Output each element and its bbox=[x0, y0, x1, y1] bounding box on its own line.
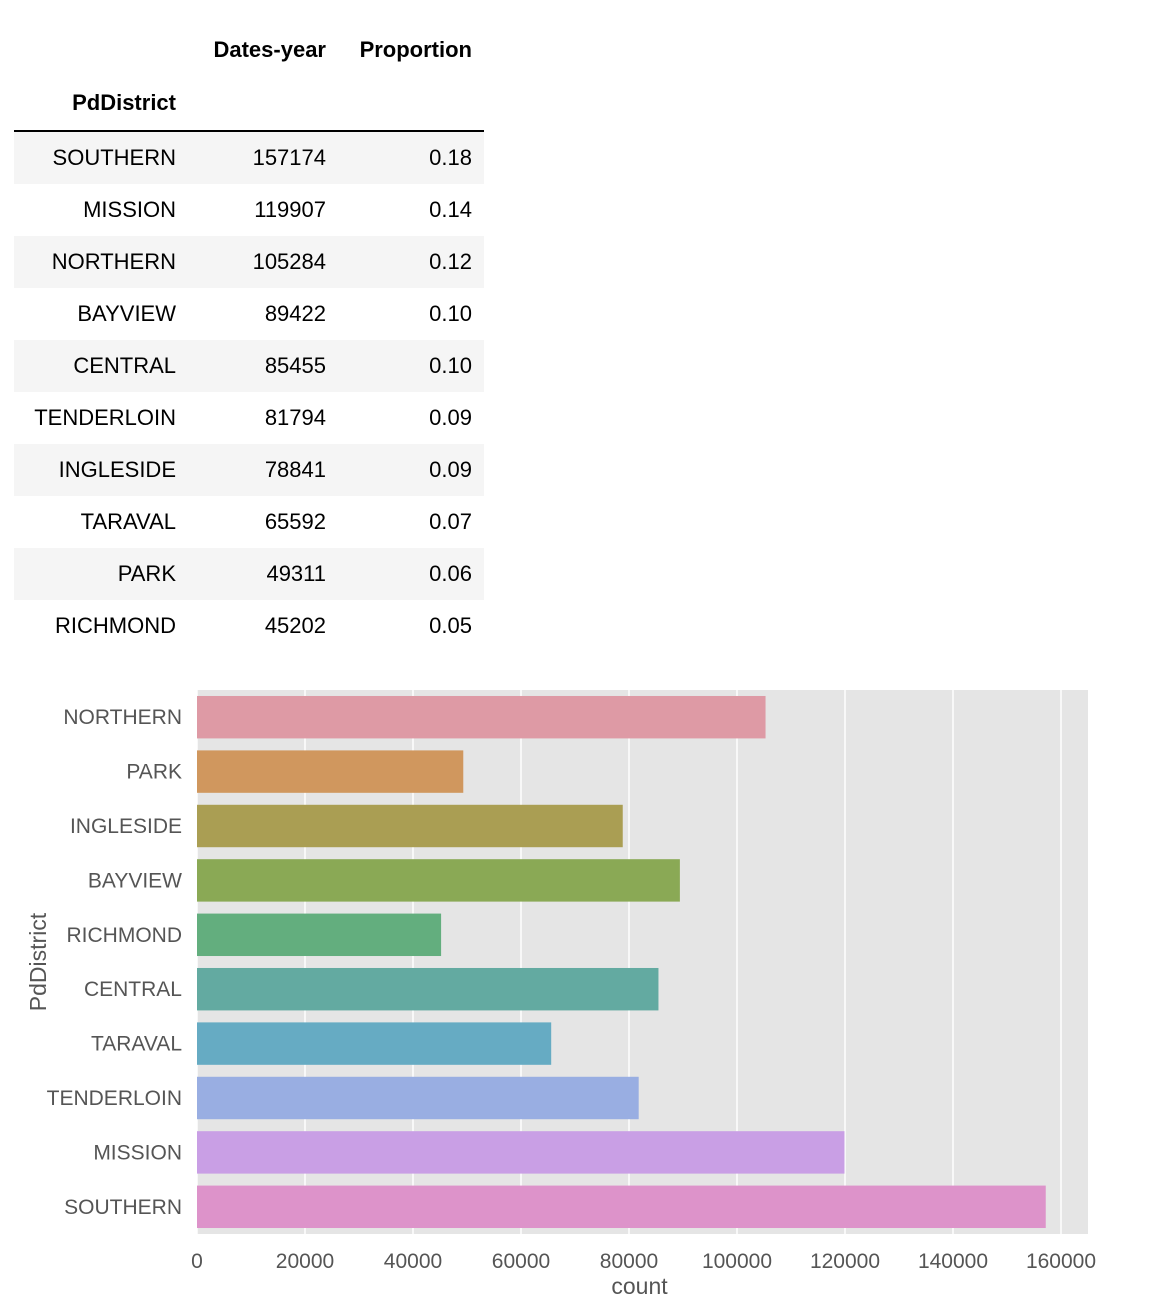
column-header-row: Dates-year Proportion bbox=[14, 24, 484, 76]
table-row: MISSION 119907 0.14 bbox=[14, 184, 484, 236]
district-table: Dates-year Proportion PdDistrict SOUTHER… bbox=[14, 24, 484, 652]
row-count-cell: 65592 bbox=[264, 509, 326, 534]
y-tick-label: INGLESIDE bbox=[70, 815, 182, 838]
bar-mission bbox=[197, 1131, 845, 1174]
x-tick-label: 120000 bbox=[810, 1250, 880, 1273]
blank-header-cell bbox=[338, 76, 484, 132]
table-row: TENDERLOIN 81794 0.09 bbox=[14, 392, 484, 444]
blank-header-cell bbox=[188, 76, 338, 132]
column-header-proportion: Proportion bbox=[359, 37, 472, 62]
column-header-dates-year: Dates-year bbox=[213, 37, 326, 62]
x-tick-label: 0 bbox=[191, 1250, 203, 1273]
row-proportion-cell: 0.14 bbox=[429, 197, 472, 222]
x-tick-label: 20000 bbox=[276, 1250, 334, 1273]
table-row: INGLESIDE 78841 0.09 bbox=[14, 444, 484, 496]
bar-bayview bbox=[197, 859, 680, 902]
row-proportion-cell: 0.18 bbox=[429, 145, 472, 170]
bar-tenderloin bbox=[197, 1076, 639, 1120]
table-row: BAYVIEW 89422 0.10 bbox=[14, 288, 484, 340]
bar-ingleside bbox=[197, 804, 623, 848]
table-row: NORTHERN 105284 0.12 bbox=[14, 236, 484, 288]
y-tick-label: MISSION bbox=[93, 1141, 182, 1164]
x-tick-label: 80000 bbox=[600, 1250, 658, 1273]
row-count-cell: 119907 bbox=[254, 197, 326, 222]
blank-header-cell bbox=[14, 24, 188, 76]
x-tick-label: 160000 bbox=[1026, 1250, 1096, 1273]
row-proportion-cell: 0.07 bbox=[429, 509, 472, 534]
row-count-cell: 157174 bbox=[252, 145, 326, 170]
row-count-cell: 105284 bbox=[252, 249, 326, 274]
x-axis-title: count bbox=[611, 1273, 668, 1299]
y-axis-title: PdDistrict bbox=[25, 912, 51, 1011]
row-district-cell: RICHMOND bbox=[55, 613, 176, 638]
y-tick-label: BAYVIEW bbox=[88, 869, 182, 892]
y-tick-label: TARAVAL bbox=[91, 1033, 182, 1056]
table-row: PARK 49311 0.06 bbox=[14, 548, 484, 600]
row-count-cell: 81794 bbox=[264, 405, 326, 430]
row-count-cell: 49311 bbox=[266, 561, 326, 586]
bar-central bbox=[197, 967, 659, 1011]
index-header-pddistrict: PdDistrict bbox=[14, 76, 188, 132]
y-tick-label: CENTRAL bbox=[84, 978, 182, 1001]
bar-park bbox=[197, 750, 464, 793]
y-tick-label: PARK bbox=[126, 761, 182, 784]
row-district-cell: TENDERLOIN bbox=[34, 405, 176, 430]
row-proportion-cell: 0.09 bbox=[429, 405, 472, 430]
row-count-cell: 89422 bbox=[264, 301, 326, 326]
row-proportion-cell: 0.06 bbox=[429, 561, 472, 586]
table-row: SOUTHERN 157174 0.18 bbox=[14, 131, 484, 184]
row-district-cell: INGLESIDE bbox=[58, 457, 176, 482]
row-proportion-cell: 0.10 bbox=[429, 353, 472, 378]
row-count-cell: 85455 bbox=[264, 353, 326, 378]
y-tick-label: TENDERLOIN bbox=[47, 1087, 182, 1110]
bar-chart: 0 20000 40000 60000 80000 100000 120000 140000 1… bbox=[25, 690, 1096, 1299]
table-row: RICHMOND 45202 0.05 bbox=[14, 600, 484, 652]
row-district-cell: SOUTHERN bbox=[52, 145, 176, 170]
row-district-cell: CENTRAL bbox=[73, 353, 176, 378]
table-row: TARAVAL 65592 0.07 bbox=[14, 496, 484, 548]
y-tick-label: SOUTHERN bbox=[64, 1196, 182, 1219]
bar-southern bbox=[197, 1185, 1046, 1229]
x-tick-label: 100000 bbox=[702, 1250, 772, 1273]
row-count-cell: 78841 bbox=[264, 457, 326, 482]
table-row: CENTRAL 85455 0.10 bbox=[14, 340, 484, 392]
x-tick-label: 40000 bbox=[384, 1250, 442, 1273]
row-count-cell: 45202 bbox=[264, 613, 326, 638]
row-district-cell: PARK bbox=[117, 561, 176, 586]
row-proportion-cell: 0.05 bbox=[429, 613, 472, 638]
index-header-row: PdDistrict bbox=[14, 76, 484, 132]
row-district-cell: TARAVAL bbox=[80, 509, 176, 534]
bar-richmond bbox=[197, 913, 442, 957]
bar-northern bbox=[197, 695, 766, 739]
x-tick-label: 60000 bbox=[492, 1250, 550, 1273]
row-district-cell: BAYVIEW bbox=[77, 301, 176, 326]
table-body: SOUTHERN 157174 0.18 MISSION 119907 0.14 NORTH… bbox=[14, 131, 484, 652]
row-proportion-cell: 0.09 bbox=[429, 457, 472, 482]
y-tick-label: NORTHERN bbox=[63, 706, 182, 729]
row-district-cell: NORTHERN bbox=[51, 249, 176, 274]
bar-taraval bbox=[197, 1022, 552, 1065]
row-proportion-cell: 0.12 bbox=[429, 249, 472, 274]
row-proportion-cell: 0.10 bbox=[429, 301, 472, 326]
x-tick-label: 140000 bbox=[918, 1250, 988, 1273]
y-tick-label: RICHMOND bbox=[67, 924, 183, 947]
row-district-cell: MISSION bbox=[83, 197, 176, 222]
